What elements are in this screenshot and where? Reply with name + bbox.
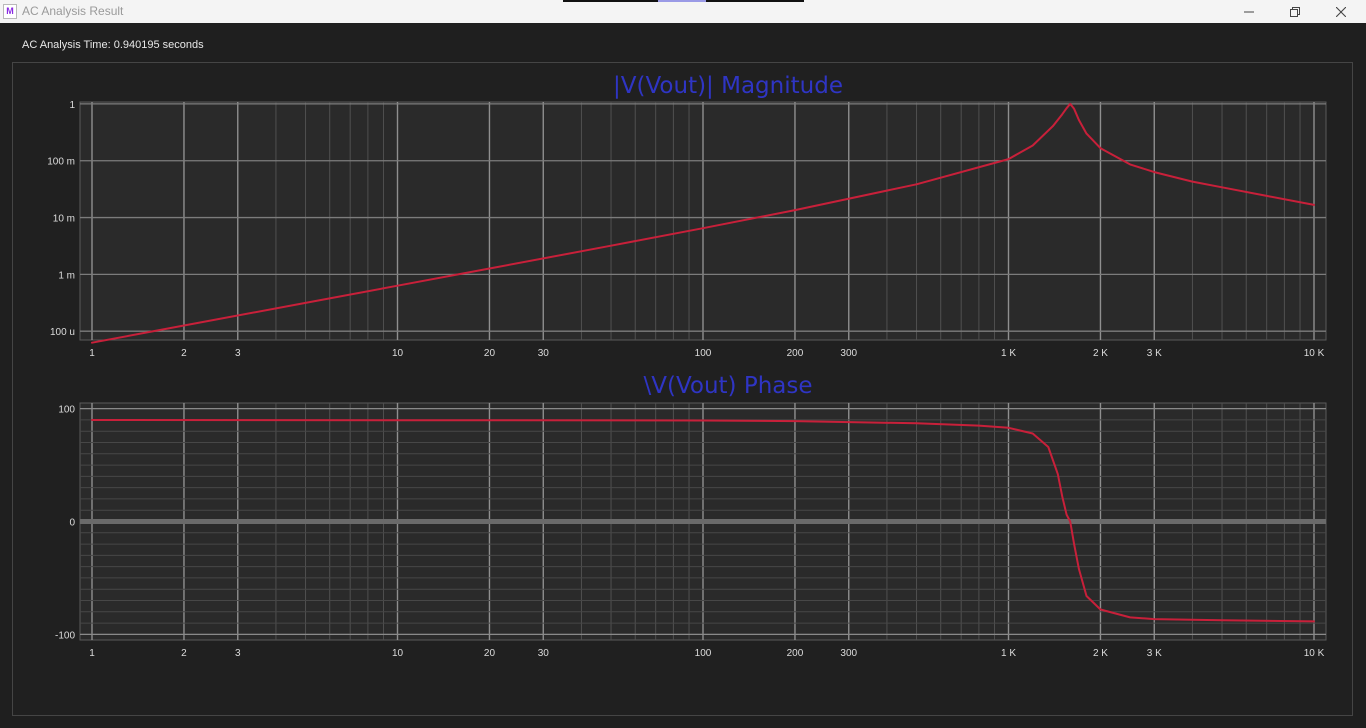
- titlebar-accent: [706, 0, 804, 2]
- titlebar-accent: [563, 0, 658, 2]
- phase-x-tick-label: 10 K: [1304, 648, 1325, 659]
- title-bar: M AC Analysis Result: [0, 0, 1366, 23]
- magnitude-x-tick-label: 1: [89, 348, 95, 359]
- magnitude-x-tick-label: 30: [538, 348, 550, 359]
- magnitude-x-tick-label: 10 K: [1304, 348, 1325, 359]
- magnitude-chart-title: |V(Vout)| Magnitude: [613, 73, 843, 99]
- app-logo-icon: M: [3, 4, 17, 19]
- phase-x-tick-label: 200: [787, 648, 804, 659]
- magnitude-chart: 1 2 3 10 20 30 100 200 300 1 K 2 K 3 K 10 K 1 100 m 10 …: [47, 73, 1327, 359]
- minimize-button[interactable]: [1226, 0, 1272, 23]
- magnitude-y-tick-label: 100 u: [50, 327, 75, 338]
- magnitude-y-tick-label: 1: [69, 100, 75, 111]
- phase-x-tick-label: 20: [484, 648, 496, 659]
- window-title: AC Analysis Result: [22, 4, 124, 18]
- magnitude-x-tick-label: 2: [181, 348, 187, 359]
- phase-chart: 1 2 3 10 20 30 100 200 300 1 K 2 K 3 K 10 K 100 0 -100 \…: [55, 373, 1327, 659]
- phase-x-tick-label: 3 K: [1147, 648, 1162, 659]
- phase-series-line: [91, 419, 1315, 623]
- magnitude-x-tick-label: 300: [840, 348, 857, 359]
- phase-x-tick-label: 30: [538, 648, 550, 659]
- phase-x-tick-label: 2 K: [1093, 648, 1108, 659]
- magnitude-x-tick-label: 3 K: [1147, 348, 1162, 359]
- phase-x-tick-label: 3: [235, 648, 241, 659]
- magnitude-x-tick-label: 20: [484, 348, 496, 359]
- analysis-time-label: AC Analysis Time: 0.940195 seconds: [22, 39, 204, 51]
- phase-x-tick-label: 2: [181, 648, 187, 659]
- magnitude-x-tick-label: 100: [695, 348, 712, 359]
- magnitude-series-line: [91, 102, 1315, 344]
- phase-x-tick-label: 1: [89, 648, 95, 659]
- phase-x-tick-label: 100: [695, 648, 712, 659]
- phase-y-tick-label: -100: [55, 630, 75, 641]
- magnitude-y-tick-label: 100 m: [47, 157, 75, 168]
- close-button[interactable]: [1318, 0, 1364, 23]
- magnitude-y-tick-label: 10 m: [53, 214, 75, 225]
- restore-button[interactable]: [1272, 0, 1318, 23]
- phase-x-tick-label: 300: [840, 648, 857, 659]
- magnitude-x-tick-label: 10: [392, 348, 404, 359]
- titlebar-accent: [658, 0, 706, 2]
- phase-y-tick-label: 0: [69, 518, 75, 529]
- magnitude-x-tick-label: 2 K: [1093, 348, 1108, 359]
- phase-x-tick-label: 1 K: [1001, 648, 1016, 659]
- magnitude-x-tick-label: 1 K: [1001, 348, 1016, 359]
- phase-chart-title: \V(Vout) Phase: [643, 373, 812, 399]
- phase-x-tick-label: 10: [392, 648, 404, 659]
- magnitude-y-tick-label: 1 m: [58, 270, 75, 281]
- minimize-icon: [1244, 11, 1254, 12]
- magnitude-x-tick-label: 200: [787, 348, 804, 359]
- phase-y-tick-label: 100: [58, 405, 75, 416]
- magnitude-x-tick-label: 3: [235, 348, 241, 359]
- restore-icon: [1290, 6, 1300, 17]
- close-icon: [1336, 6, 1346, 17]
